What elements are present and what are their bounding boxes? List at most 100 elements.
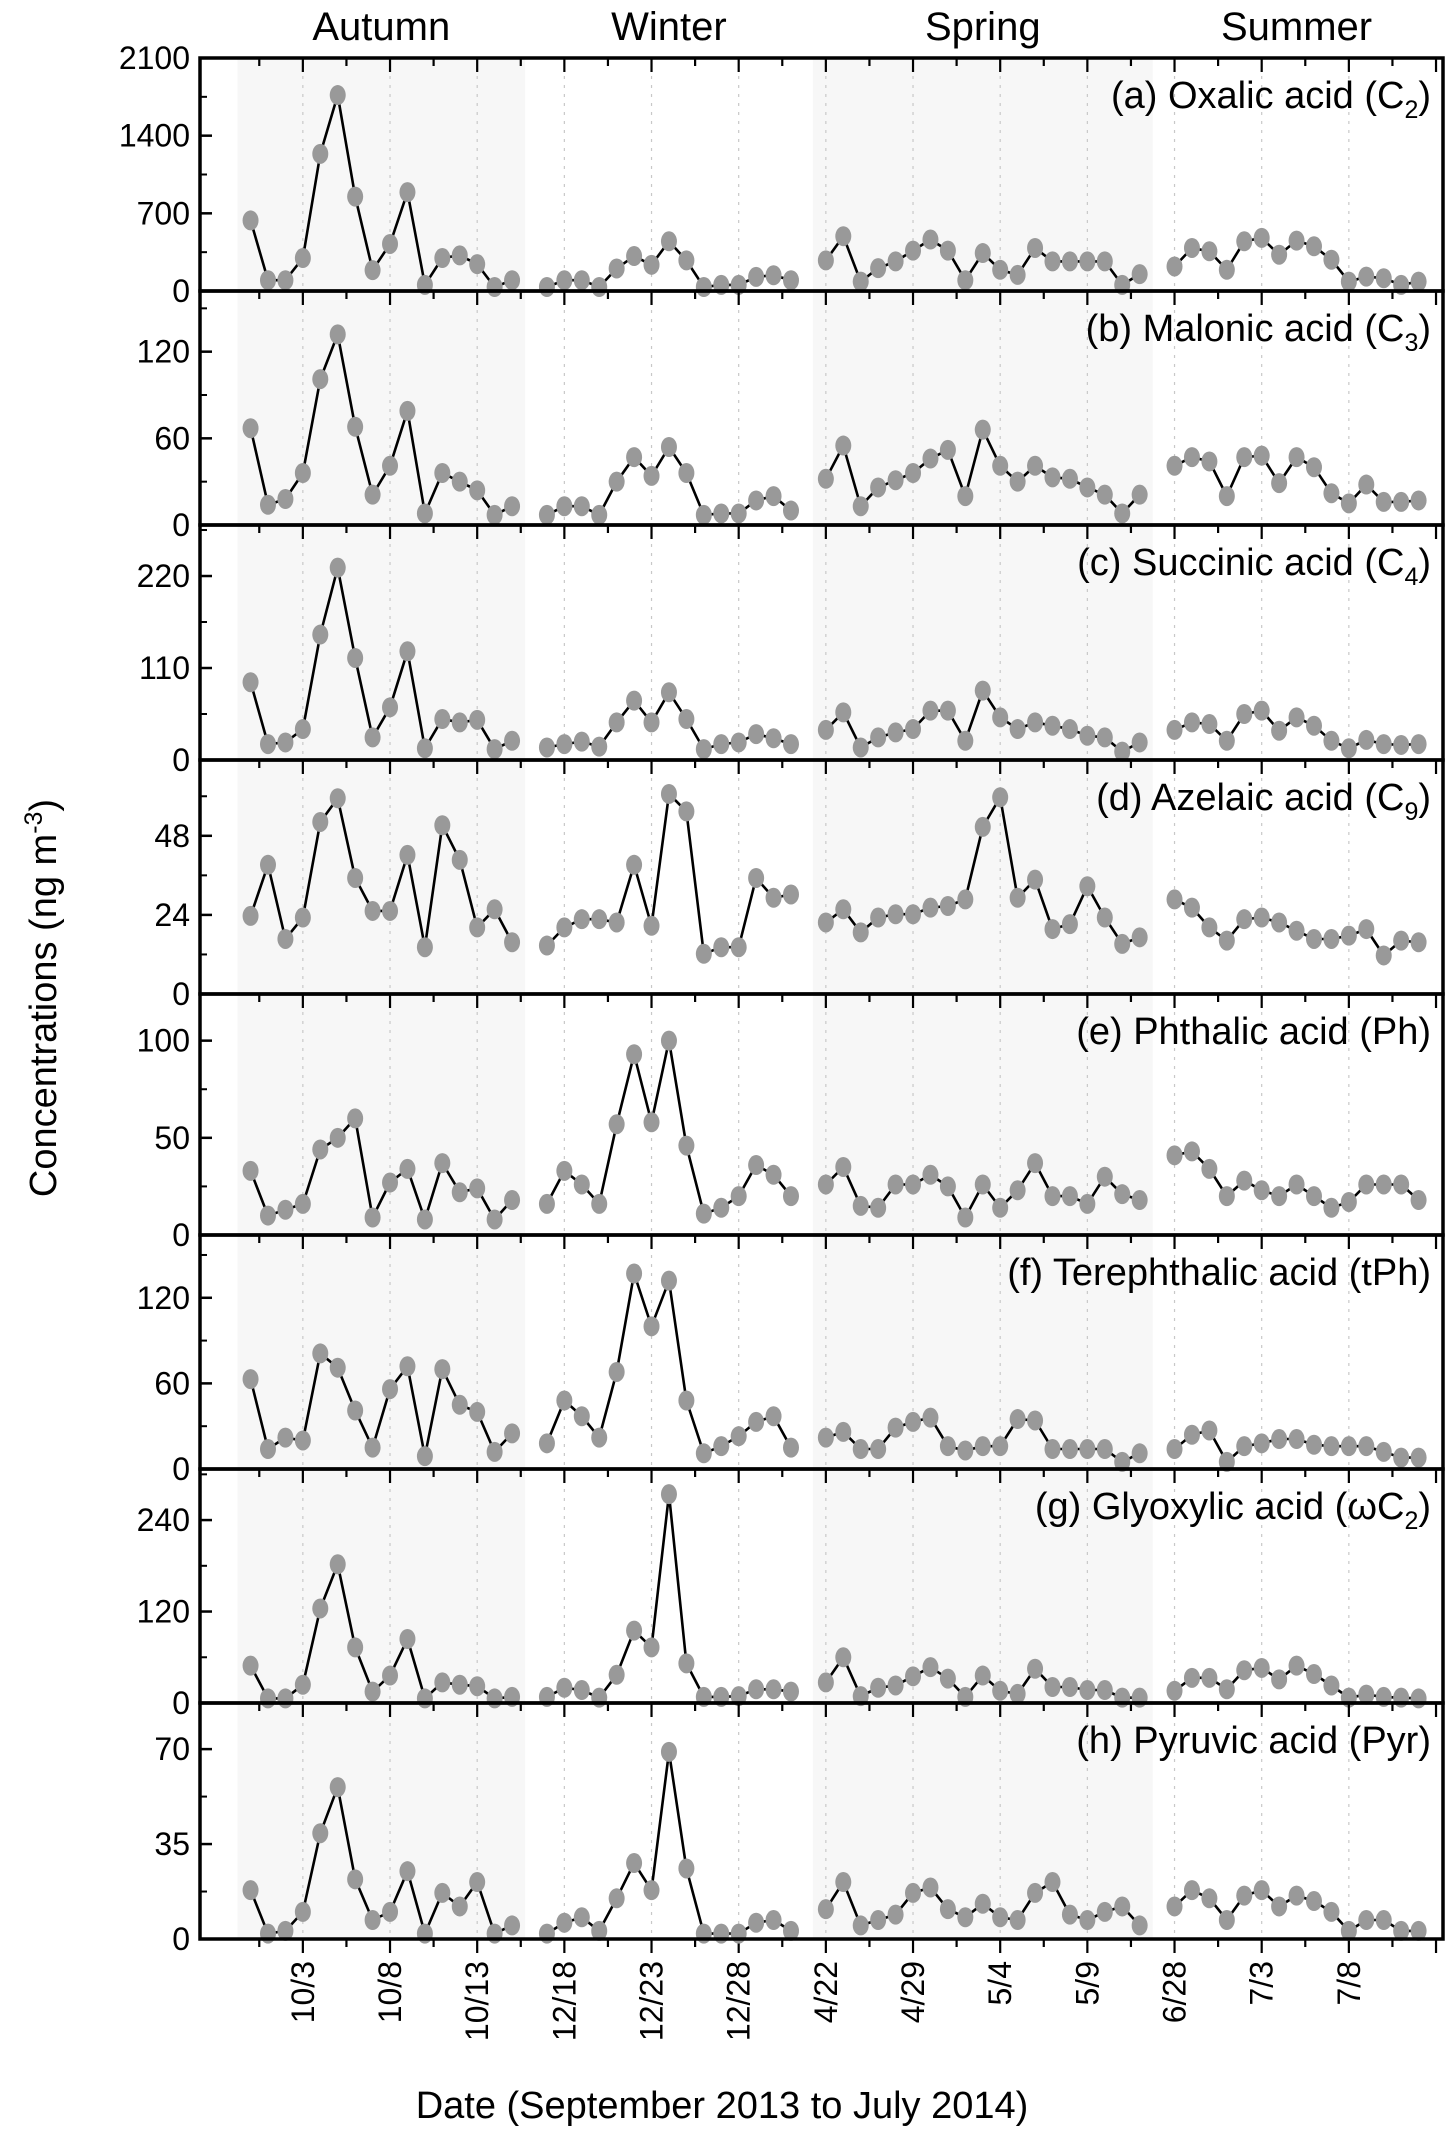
data-point (1114, 741, 1131, 762)
data-point (922, 700, 939, 721)
x-tick-label: 6/28 (1157, 1961, 1193, 2023)
data-point (1323, 730, 1340, 751)
data-point (626, 690, 643, 711)
data-point (277, 1427, 294, 1448)
data-point (416, 738, 433, 759)
data-point (347, 647, 364, 668)
data-point (556, 1390, 573, 1411)
data-point (730, 503, 747, 524)
data-point (922, 1407, 939, 1428)
data-point (1061, 1186, 1078, 1207)
data-point (1096, 1439, 1113, 1460)
data-point (695, 739, 712, 760)
data-point (1323, 483, 1340, 504)
data-point (660, 437, 677, 457)
data-point (887, 1904, 904, 1925)
y-tick-label: 0 (172, 1451, 190, 1487)
x-tick-label: 12/28 (721, 1961, 757, 2041)
data-point (660, 783, 677, 804)
data-point (643, 915, 660, 936)
data-point (1288, 230, 1305, 251)
data-point (817, 1427, 834, 1448)
data-point (1340, 1436, 1357, 1457)
data-point (347, 1400, 364, 1421)
data-point (835, 1872, 852, 1893)
data-point (1253, 1657, 1270, 1678)
data-point (608, 1664, 625, 1685)
data-point (1183, 447, 1200, 468)
data-point (852, 1439, 869, 1460)
data-point (294, 1193, 311, 1214)
panel-title-subscript: 3 (1404, 329, 1418, 357)
data-point (1183, 1667, 1200, 1688)
data-point (992, 787, 1009, 808)
data-point (957, 1440, 974, 1461)
data-point (1288, 447, 1305, 468)
y-tick-label: 70 (154, 1731, 190, 1767)
data-point (852, 922, 869, 943)
data-point (748, 1912, 765, 1933)
data-point (451, 849, 468, 870)
data-point (1061, 468, 1078, 489)
data-point (573, 1174, 590, 1195)
data-point (1288, 1429, 1305, 1450)
data-point (399, 1356, 416, 1377)
data-point (905, 240, 922, 261)
data-point (1096, 1901, 1113, 1922)
data-point (364, 900, 381, 921)
y-tick-label: 700 (137, 195, 190, 231)
series-line-autumn (249, 1559, 513, 1701)
data-point (329, 1777, 346, 1798)
data-point (347, 416, 364, 437)
data-point (608, 1888, 625, 1909)
data-point (713, 1436, 730, 1457)
data-point (1201, 1667, 1218, 1688)
data-point (556, 1912, 573, 1933)
data-point (1131, 927, 1148, 948)
data-point (556, 496, 573, 517)
data-point (1201, 917, 1218, 938)
data-point (1079, 251, 1096, 272)
data-point (730, 1686, 747, 1707)
y-tick-label: 120 (137, 334, 190, 370)
data-point (1323, 1901, 1340, 1922)
data-point (1393, 1447, 1410, 1468)
data-point (870, 1439, 887, 1460)
data-point (469, 480, 486, 501)
data-point (469, 709, 486, 730)
data-point (765, 887, 782, 908)
data-point (678, 1653, 695, 1674)
data-point (1236, 1436, 1253, 1457)
data-point (1218, 1451, 1235, 1472)
data-point (1323, 928, 1340, 949)
y-tick-label: 120 (137, 1280, 190, 1316)
data-point (1131, 1190, 1148, 1211)
data-point (294, 719, 311, 740)
data-point (364, 260, 381, 281)
y-tick-label: 0 (172, 273, 190, 309)
data-point (364, 1207, 381, 1228)
data-point (1305, 1891, 1322, 1912)
data-point (835, 226, 852, 247)
data-point (573, 909, 590, 930)
data-point (242, 672, 259, 693)
data-point (399, 1861, 416, 1882)
panel-title-end: ) (1418, 1486, 1431, 1528)
data-point (660, 231, 677, 252)
data-point (730, 1426, 747, 1447)
panel-title-subscript: 2 (1404, 96, 1418, 124)
data-point (277, 928, 294, 949)
data-point (504, 1915, 521, 1936)
data-point (1166, 1896, 1183, 1917)
panel-frame (198, 1701, 1445, 1941)
y-tick-label: 0 (172, 507, 190, 543)
data-point (608, 1114, 625, 1135)
y-axis-title-main: Concentrations (ng m (23, 834, 65, 1197)
data-point (1393, 734, 1410, 755)
data-point (1218, 1910, 1235, 1931)
data-point (312, 1598, 329, 1619)
data-point (974, 1436, 991, 1457)
data-point (1305, 1434, 1322, 1455)
data-point (1061, 1439, 1078, 1460)
data-point (1410, 734, 1427, 755)
